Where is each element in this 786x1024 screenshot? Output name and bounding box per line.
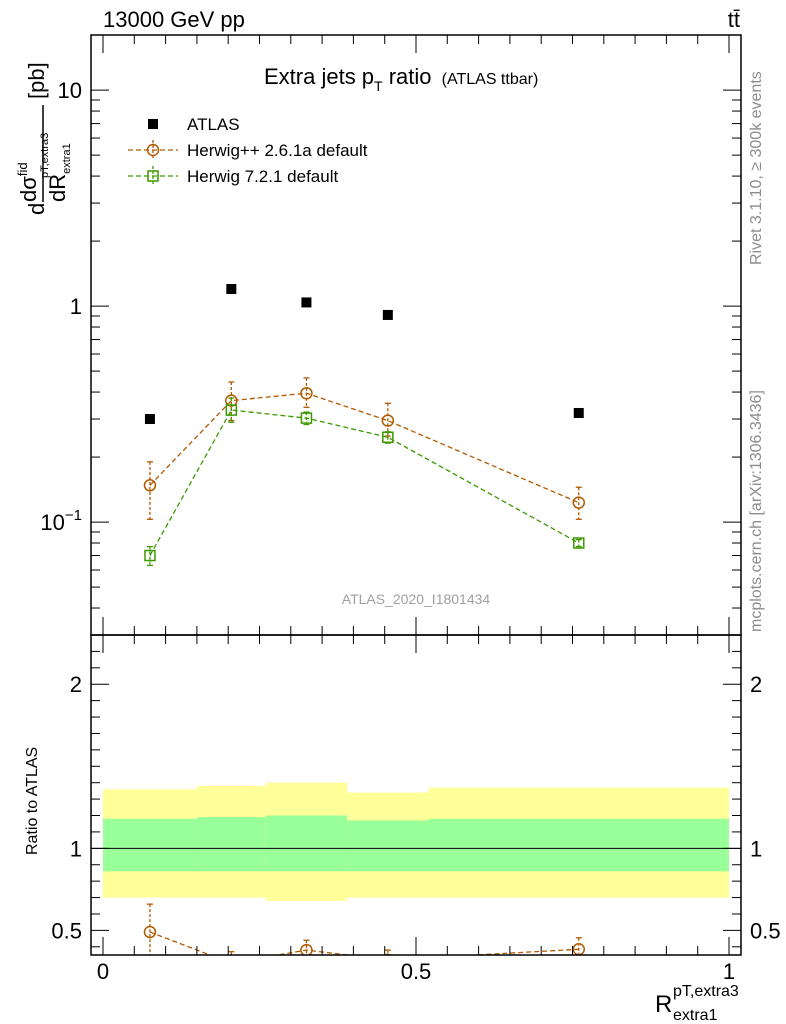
ratio-series-0-point [300,943,313,955]
legend: ATLAS Herwig++ 2.6.1a default Herwig 7.2.1… [128,115,368,186]
main-series-2-point [144,549,156,562]
main-y-axis-label: d dσfid pT,extra3 dRextra1 [pb] [15,62,73,215]
main-series-2-line [149,409,580,556]
ylabel-numerator: dσ [16,176,41,202]
ylabel-denominator: dR [45,174,70,202]
svg-text:extra1: extra1 [673,1007,718,1024]
ratio-plot-frame [90,634,742,956]
main-series-0-point [226,284,237,295]
analysis-watermark: ATLAS_2020_I1801434 [342,591,491,607]
main-series-2-point [300,412,313,424]
ratio-y-tick-label-left-1: 1 [70,836,82,861]
main-series-1-line [149,392,580,504]
ratio-y-tick-label-left-0: 0.5 [51,918,82,943]
main-series [143,284,586,567]
main-series-2-point [225,404,238,416]
ratio-x-tick-label-2: 1 [723,959,735,984]
svg-text:dRextra1: dRextra1 [45,143,73,202]
ylabel-unit: [pb] [24,62,49,99]
main-y-tick-label-1: 1 [70,294,82,319]
ratio-panel: 0.5 0.5 1 1 2 2 0 0.5 1 Ratio to ATLAS R pT,extr… [24,634,781,1024]
ratio-series-0-point [226,958,237,969]
ylabel-denominator-subscript: extra1 [61,143,73,174]
ratio-axis-ticks: 0.5 0.5 1 1 2 2 0 0.5 1 [51,634,781,984]
legend-label-0: ATLAS [187,115,240,134]
legend-marker-0 [148,119,158,129]
ratio-inner-band-2 [265,815,348,872]
main-series-1-point [143,479,157,492]
svg-text:pT,extra3: pT,extra3 [39,133,51,178]
ratio-inner-band-4 [428,818,729,872]
main-series-0-point [382,309,393,320]
legend-label-2: Herwig 7.2.1 default [187,167,338,186]
xlabel-main: R [655,991,672,1018]
ratio-y-tick-label-right-1: 1 [750,836,762,861]
ratio-series-0-line [149,931,579,955]
process-label: tt̄ [728,7,740,32]
main-series-2-point [573,537,585,549]
ratio-x-axis-label: R pT,extra3 extra1 [655,983,739,1024]
main-y-tick-label-base: 10 [40,510,64,535]
main-y-tick-label-exponent: −1 [65,507,82,524]
svg-text:R: R [655,991,672,1018]
ratio-bands [103,782,729,901]
svg-text:pT,extra3: pT,extra3 [673,983,739,1000]
ratio-series-0-point [143,925,157,939]
main-series-0-point [573,407,584,418]
main-title-tail: ratio [383,64,432,89]
ratio-inner-band-1 [196,817,266,872]
main-title-text: Extra jets p [264,64,374,89]
ratio-x-tick-label-1: 0.5 [401,959,432,984]
svg-text:d: d [24,203,49,215]
xlabel-subscript: extra1 [673,1007,718,1024]
legend-marker-2 [147,170,159,182]
main-series-1-point [300,386,313,400]
ratio-y-axis-label: Ratio to ATLAS [24,747,41,855]
main-panel: Extra jets pT ratio (ATLAS ttbar) ATLAS_… [15,34,742,636]
legend-label-1: Herwig++ 2.6.1a default [187,141,368,160]
ylabel-numerator-superscript: fid [15,162,30,176]
main-y-tick-label-2: 10 [58,78,82,103]
ratio-inner-band-0 [103,818,197,872]
energy-label: 13000 GeV pp [103,7,245,32]
ratio-y-tick-label-right-0: 0.5 [750,918,781,943]
main-series-0-point [144,414,155,425]
svg-text:dσfid: dσfid [15,162,41,202]
ratio-y-tick-label-left-2: 2 [70,672,82,697]
legend-marker-1 [146,143,160,157]
main-title: Extra jets pT ratio (ATLAS ttbar) [264,64,538,94]
ratio-y-tick-label-right-2: 2 [750,672,762,697]
ylabel-prefix: d [24,203,49,215]
main-series-1-point [572,496,586,509]
rivet-version-label: Rivet 3.1.10, ≥ 300k events [748,71,765,265]
xlabel-superscript: pT,extra3 [673,983,739,1000]
ylabel-numerator-subscript: pT,extra3 [39,133,51,178]
ratio-series [143,903,586,969]
ratio-series-0-point [383,953,392,955]
ratio-x-tick-label-0: 0 [97,959,109,984]
main-y-tick-label-0: 10−1 [40,507,82,535]
main-title-subscript: T [374,78,383,94]
ratio-inner-band-3 [347,820,429,872]
main-series-1-point [381,414,395,427]
main-series-2-point [382,431,394,444]
main-title-paren: (ATLAS ttbar) [442,71,539,88]
main-series-1-point [225,394,238,407]
svg-text:[pb]: [pb] [24,62,49,99]
main-series-0-point [301,297,312,308]
mcplots-reference-label: mcplots.cern.ch [arXiv:1306.3436] [748,390,765,632]
